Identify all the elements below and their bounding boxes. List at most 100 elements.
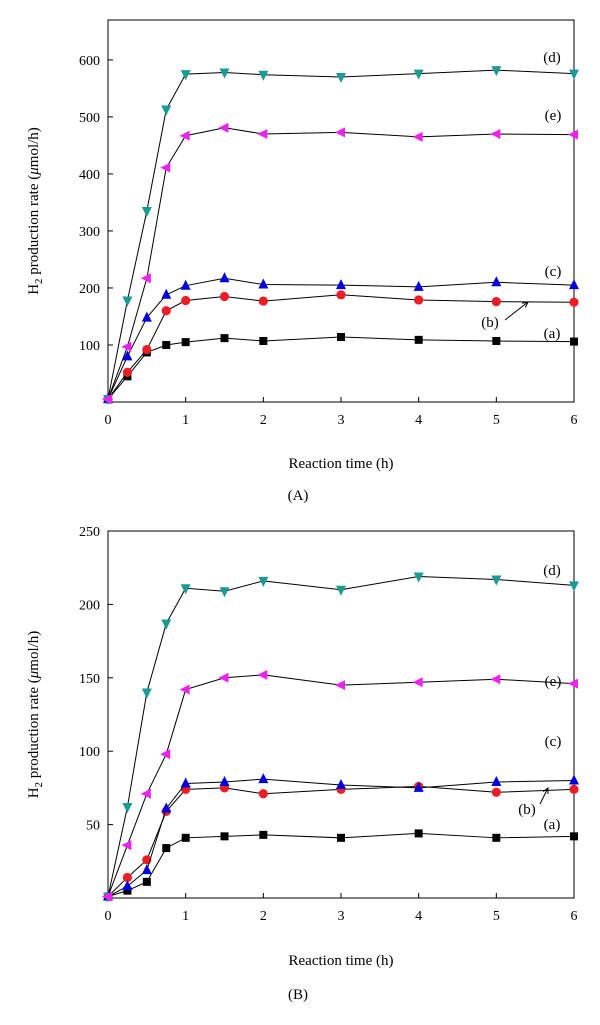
data-point bbox=[569, 774, 579, 785]
series-label: (e) bbox=[545, 674, 562, 690]
y-tick-label: 50 bbox=[86, 819, 100, 834]
x-tick-label: 5 bbox=[493, 413, 500, 428]
series-e: (e) bbox=[102, 669, 578, 902]
data-point bbox=[102, 394, 112, 405]
label-arrow bbox=[504, 301, 529, 321]
data-point bbox=[413, 69, 424, 80]
data-point bbox=[122, 296, 133, 307]
data-point bbox=[179, 130, 190, 141]
x-tick-label: 6 bbox=[571, 413, 578, 428]
data-point bbox=[142, 877, 151, 886]
data-point bbox=[336, 73, 346, 84]
series-line bbox=[107, 336, 575, 400]
data-point bbox=[491, 575, 502, 586]
data-point bbox=[161, 306, 171, 316]
x-tick-label: 1 bbox=[182, 413, 189, 428]
data-point bbox=[180, 70, 191, 81]
series-label: (b) bbox=[481, 315, 499, 331]
data-point bbox=[570, 832, 578, 841]
data-point bbox=[121, 341, 132, 352]
data-point bbox=[258, 70, 269, 81]
data-point bbox=[218, 122, 229, 133]
series-line bbox=[107, 576, 575, 897]
data-point bbox=[122, 350, 133, 361]
data-point bbox=[102, 891, 112, 902]
series-e: (e) bbox=[102, 108, 578, 405]
data-point bbox=[122, 880, 133, 891]
data-point bbox=[336, 778, 346, 789]
data-point bbox=[414, 335, 423, 344]
data-point bbox=[569, 69, 579, 80]
y-tick-label: 100 bbox=[79, 339, 100, 354]
data-point bbox=[219, 272, 230, 283]
series-label: (a) bbox=[544, 817, 561, 833]
data-point bbox=[258, 789, 268, 799]
data-point bbox=[219, 776, 230, 787]
data-point bbox=[141, 688, 152, 699]
series-d: (d) bbox=[103, 563, 579, 903]
x-tick-label: 1 bbox=[182, 909, 189, 924]
series-a: (a) bbox=[104, 817, 578, 901]
y-tick-label: 300 bbox=[79, 225, 100, 240]
x-tick-label: 0 bbox=[105, 413, 112, 428]
series-label: (a) bbox=[544, 326, 561, 342]
arrow-head bbox=[522, 301, 529, 308]
data-point bbox=[570, 337, 578, 346]
series-c: (c) bbox=[103, 734, 579, 901]
data-point bbox=[259, 336, 268, 345]
data-point bbox=[180, 777, 191, 788]
data-point bbox=[492, 833, 501, 842]
y-tick-label: 600 bbox=[79, 54, 100, 69]
series-line bbox=[107, 69, 575, 400]
x-tick-label: 4 bbox=[415, 909, 422, 924]
x-tick-label: 0 bbox=[105, 909, 112, 924]
label-arrow bbox=[539, 787, 549, 805]
data-point bbox=[219, 68, 230, 79]
y-tick-label: 250 bbox=[79, 525, 100, 540]
data-point bbox=[258, 576, 269, 587]
data-point bbox=[569, 784, 579, 794]
data-point bbox=[180, 584, 191, 595]
data-point bbox=[181, 338, 190, 347]
data-point bbox=[259, 830, 268, 839]
data-point bbox=[257, 669, 268, 680]
data-point bbox=[122, 802, 133, 813]
data-point bbox=[491, 276, 502, 287]
data-point bbox=[161, 288, 172, 299]
data-point bbox=[160, 162, 171, 173]
data-point bbox=[162, 340, 171, 349]
series-label: (b) bbox=[518, 802, 536, 818]
x-tick-label: 2 bbox=[260, 413, 267, 428]
data-point bbox=[219, 291, 230, 302]
data-point bbox=[122, 872, 133, 883]
data-point bbox=[569, 279, 579, 290]
data-point bbox=[336, 585, 346, 596]
data-point bbox=[142, 344, 152, 355]
x-tick-label: 4 bbox=[415, 413, 422, 428]
series-line bbox=[107, 127, 575, 400]
y-tick-label: 200 bbox=[79, 282, 100, 297]
data-point bbox=[218, 672, 229, 683]
x-tick-label: 3 bbox=[338, 413, 345, 428]
data-point bbox=[258, 296, 268, 306]
panel-label: (B) bbox=[288, 987, 308, 1003]
data-point bbox=[219, 587, 230, 598]
data-point bbox=[160, 749, 171, 760]
data-point bbox=[568, 129, 578, 140]
y-tick-label: 400 bbox=[79, 168, 100, 183]
x-tick-label: 2 bbox=[260, 909, 267, 924]
data-point bbox=[161, 802, 172, 813]
data-point bbox=[491, 297, 501, 307]
data-point bbox=[490, 674, 501, 685]
data-point bbox=[122, 367, 133, 377]
data-point bbox=[161, 619, 172, 630]
series-a: (a) bbox=[104, 326, 578, 404]
data-point bbox=[181, 833, 190, 842]
panel-a-chart: 0 1 2 3 4 5 6 100 200 300 400 500 600 Reaction time (… bbox=[26, 19, 579, 504]
data-point bbox=[414, 829, 423, 838]
data-point bbox=[492, 336, 501, 345]
panel-label: (A) bbox=[288, 488, 309, 504]
y-tick-label: 500 bbox=[79, 111, 100, 126]
data-point bbox=[336, 290, 346, 300]
